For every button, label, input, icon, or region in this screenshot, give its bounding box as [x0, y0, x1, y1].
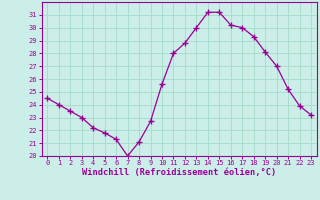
X-axis label: Windchill (Refroidissement éolien,°C): Windchill (Refroidissement éolien,°C) [82, 168, 276, 177]
